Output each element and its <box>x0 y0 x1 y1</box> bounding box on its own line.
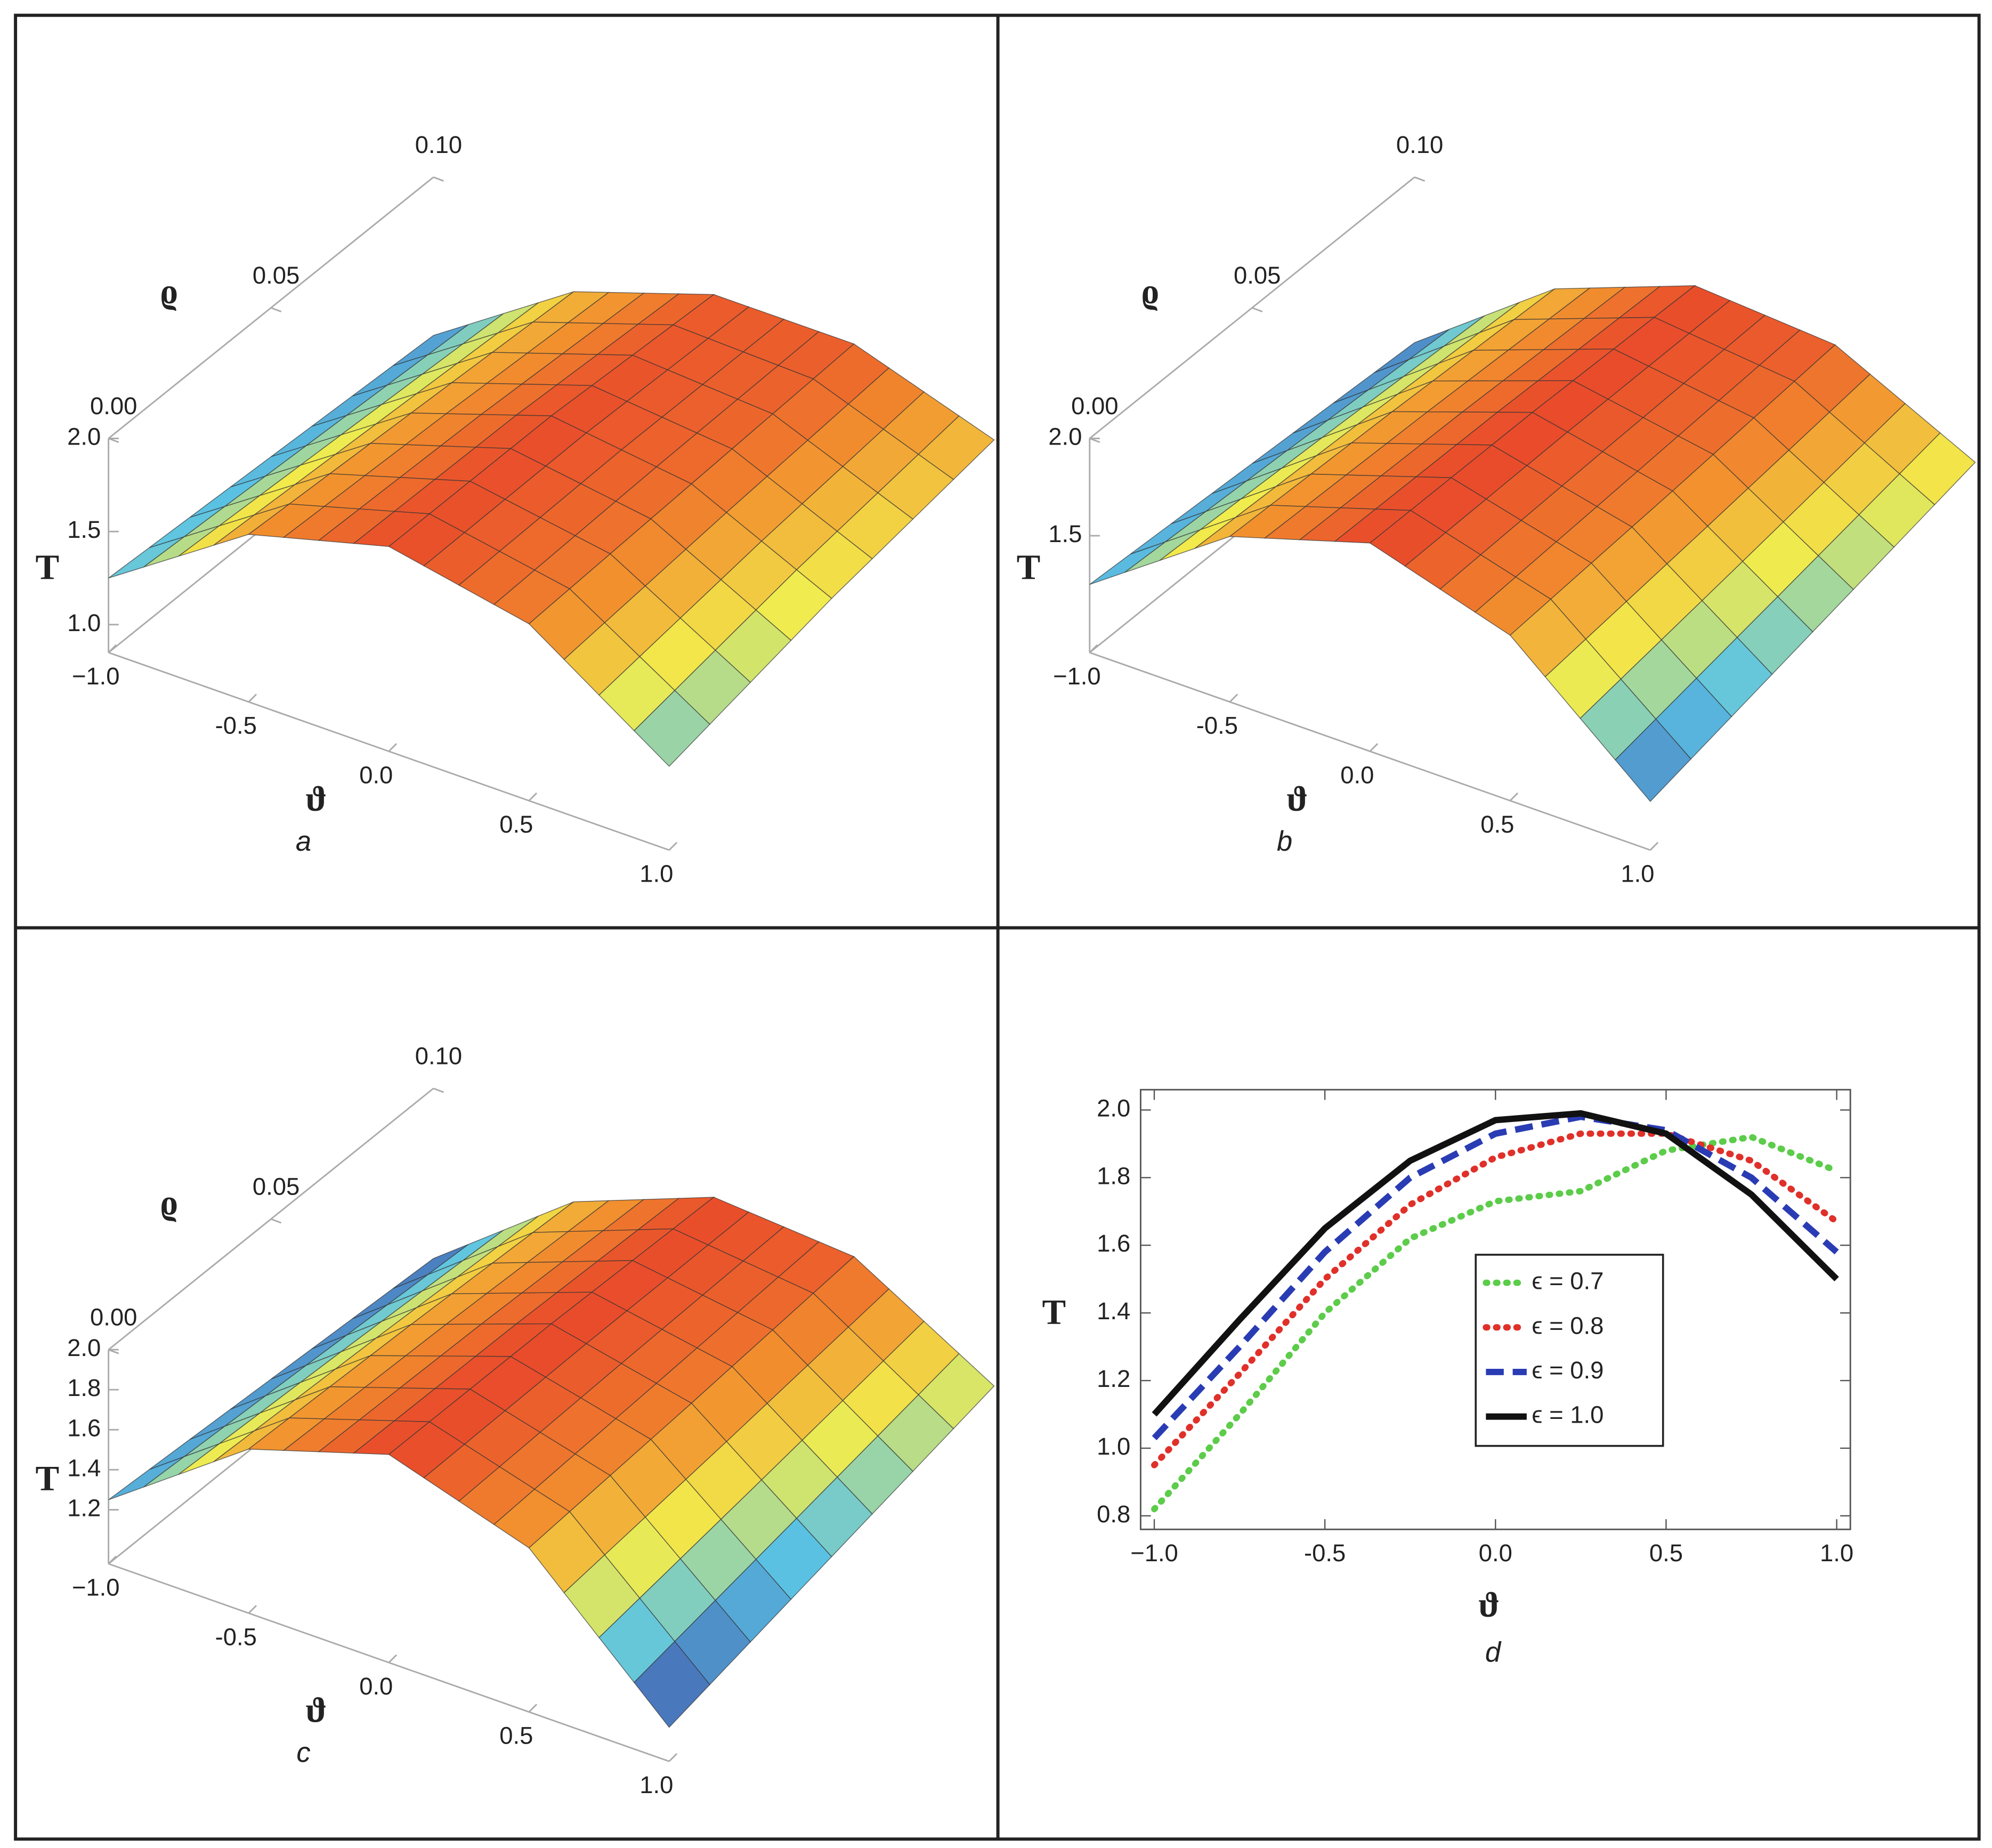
y-tick <box>1252 307 1263 312</box>
series-line <box>1152 1113 1839 1440</box>
z-axis-label: T <box>1017 548 1041 587</box>
x-tick-label: 0.5 <box>1480 811 1514 838</box>
y-tick <box>270 1218 282 1224</box>
z-tick-label: 2.0 <box>67 1334 101 1361</box>
x-tick-label: 1.0 <box>1820 1539 1853 1567</box>
legend-label: ϵ = 0.7 <box>1532 1268 1604 1295</box>
y-tick-label: 0.00 <box>1071 392 1118 419</box>
y-axis-label: T <box>1042 1293 1066 1332</box>
y-tick-label: 0.00 <box>90 1304 137 1331</box>
x-tick-label: −1.0 <box>1053 663 1101 690</box>
x-tick <box>1369 743 1379 752</box>
y-axis-label: ϱ <box>160 1183 177 1222</box>
x-tick-label: 0.0 <box>1340 761 1374 788</box>
y-tick <box>1414 176 1426 182</box>
y-tick-label: 0.05 <box>253 262 299 289</box>
x-tick-label: 0.5 <box>499 811 533 838</box>
z-tick-label: 1.5 <box>67 516 101 543</box>
surface-patch <box>633 690 710 767</box>
y-tick-label: 1.2 <box>1097 1365 1130 1392</box>
x-tick <box>388 1654 398 1664</box>
x-tick-label: 1.0 <box>639 860 673 887</box>
y-tick-label: 0.10 <box>415 1043 462 1070</box>
x-tick <box>1229 693 1238 703</box>
y-tick <box>270 307 282 312</box>
y-tick-label: 0.10 <box>1396 131 1443 158</box>
x-tick <box>668 1753 678 1762</box>
surface-patch <box>1615 718 1691 802</box>
x-tick-label: 0.0 <box>359 1673 393 1700</box>
y-tick-label: 1.0 <box>1097 1433 1130 1460</box>
z-axis-label: T <box>36 1459 60 1498</box>
y-tick <box>108 1349 119 1354</box>
y-axis-label: ϱ <box>160 272 177 311</box>
x-tick <box>248 693 257 703</box>
y-tick-label: 2.0 <box>1097 1094 1130 1121</box>
panel-caption: b <box>1277 826 1292 857</box>
y-tick-label: 1.6 <box>1097 1230 1130 1257</box>
z-axis-label: T <box>36 548 60 587</box>
z-tick-label: 1.4 <box>67 1454 101 1481</box>
series-line <box>1151 1134 1840 1513</box>
x-tick <box>108 1555 117 1564</box>
x-tick-label: -0.5 <box>215 1623 257 1650</box>
x-tick <box>1089 644 1098 653</box>
y-tick <box>433 1087 444 1093</box>
x-tick <box>1649 842 1659 851</box>
series-line <box>1151 1130 1840 1468</box>
surface-patch <box>1089 542 1166 585</box>
x-tick <box>528 1704 538 1713</box>
x-tick-label: −1.0 <box>72 663 120 690</box>
panel-caption: d <box>1485 1636 1502 1668</box>
y-axis-label: ϱ <box>1141 272 1159 311</box>
series-line <box>1152 1110 1839 1417</box>
x-tick-label: 1.0 <box>639 1771 673 1798</box>
y-tick <box>433 176 444 182</box>
x-tick-label: -0.5 <box>215 712 257 739</box>
surface-patch <box>633 1641 710 1728</box>
panel-caption: c <box>296 1737 310 1769</box>
y-tick-label: 0.05 <box>1234 262 1281 289</box>
x-tick-label: 0.5 <box>1649 1539 1683 1567</box>
x-tick <box>248 1605 257 1614</box>
z-tick-label: 1.0 <box>67 609 101 636</box>
x-axis-label: ϑ <box>305 779 327 819</box>
z-tick-label: 1.6 <box>67 1414 101 1441</box>
x-tick <box>668 842 678 851</box>
x-tick-label: 1.0 <box>1621 860 1654 887</box>
z-tick-label: 2.0 <box>67 423 101 450</box>
x-tick-label: 0.0 <box>1479 1539 1512 1567</box>
x-tick-label: −1.0 <box>1130 1539 1178 1567</box>
x-tick-label: −1.0 <box>72 1574 120 1601</box>
z-tick-label: 1.2 <box>67 1494 101 1521</box>
z-tick-label: 2.0 <box>1048 423 1082 450</box>
y-tick-label: 1.8 <box>1097 1162 1130 1189</box>
x-axis-label: ϑ <box>1286 779 1308 819</box>
x-tick-label: -0.5 <box>1196 712 1238 739</box>
y-tick-label: 0.8 <box>1097 1500 1130 1528</box>
x-tick <box>108 644 117 653</box>
x-tick-label: 0.5 <box>499 1722 533 1749</box>
y-tick-label: 0.05 <box>253 1173 299 1200</box>
x-tick <box>528 792 538 802</box>
y-tick <box>108 438 119 443</box>
z-tick-label: 1.8 <box>67 1374 101 1401</box>
y-tick-label: 0.00 <box>90 392 137 419</box>
x-axis-label: ϑ <box>305 1691 327 1730</box>
x-tick-label: -0.5 <box>1304 1539 1346 1567</box>
surface-patch <box>108 1456 185 1500</box>
z-tick-label: 1.5 <box>1048 520 1082 547</box>
panel-caption: a <box>296 826 311 857</box>
legend-label: ϵ = 0.9 <box>1532 1357 1604 1384</box>
x-tick <box>388 743 398 752</box>
y-tick-label: 0.10 <box>415 131 462 158</box>
x-tick <box>1509 792 1519 802</box>
x-axis-label: ϑ <box>1478 1585 1500 1625</box>
legend-label: ϵ = 1.0 <box>1532 1401 1604 1429</box>
y-tick-label: 1.4 <box>1097 1297 1130 1325</box>
legend-label: ϵ = 0.8 <box>1532 1312 1604 1339</box>
x-tick-label: 0.0 <box>359 761 393 788</box>
y-tick <box>1089 438 1100 443</box>
